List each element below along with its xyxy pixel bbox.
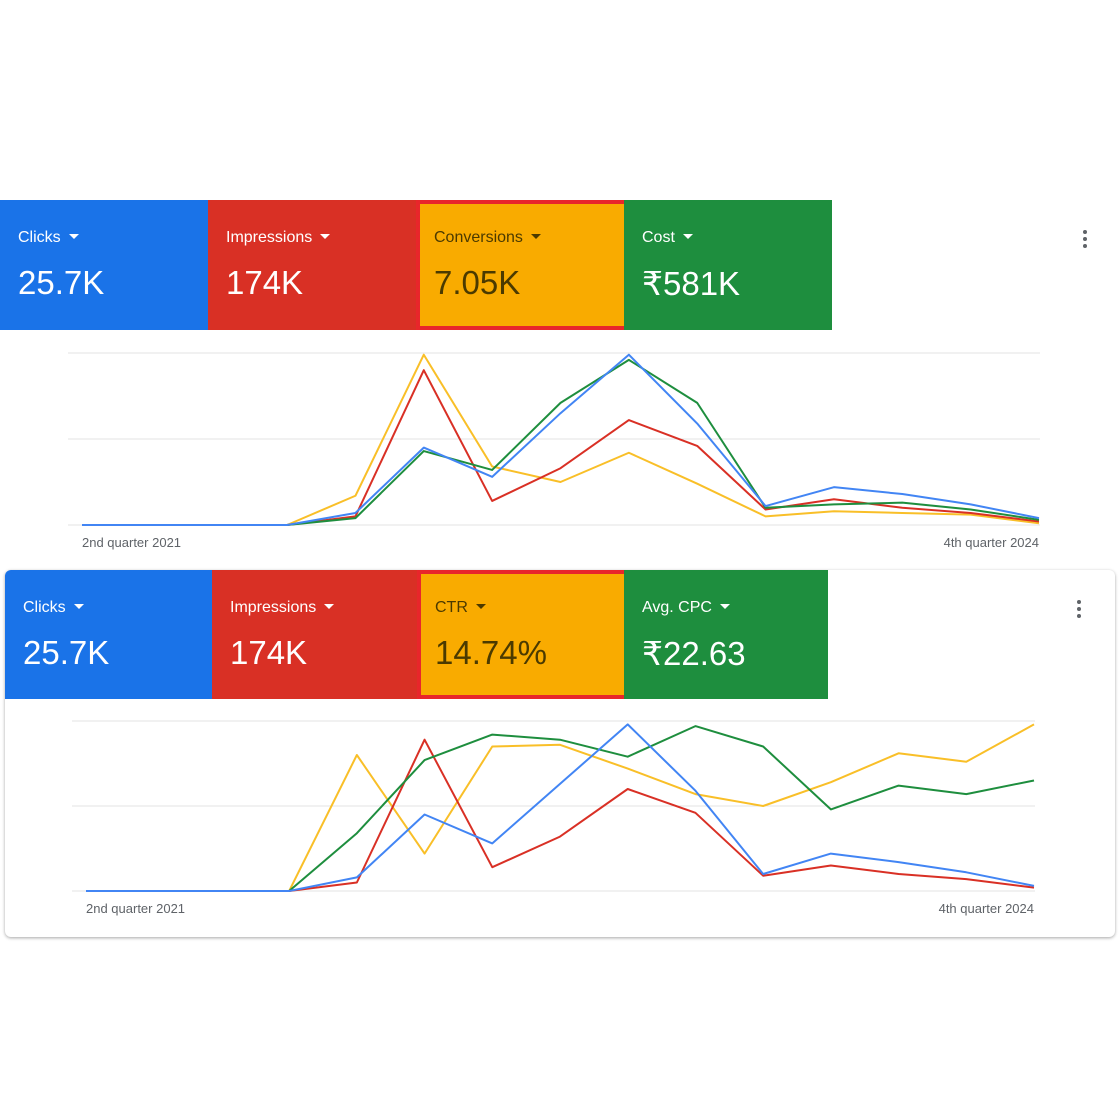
series-line-3 — [86, 725, 1035, 892]
metric-value: 25.7K — [18, 264, 105, 301]
metric-tile-avg-cpc[interactable]: Avg. CPC ₹22.63 — [624, 570, 828, 699]
series-line-4 — [86, 723, 1035, 892]
metric-tile-conversions[interactable]: Conversions 7.05K — [416, 200, 628, 330]
caret-down-icon — [682, 234, 693, 239]
metric-value: 25.7K — [23, 634, 110, 671]
series-line-1 — [82, 353, 1040, 526]
metrics-panel-1: Clicks 25.7K Impressions 174K Conversion… — [0, 200, 1120, 555]
series-line-1 — [86, 723, 1035, 892]
metric-label: CTR — [435, 599, 486, 617]
caret-down-icon — [68, 234, 79, 239]
x-tick-label-start: 2nd quarter 2021 — [86, 901, 185, 916]
metric-tile-ctr[interactable]: CTR 14.74% — [417, 570, 628, 699]
line-chart: 2nd quarter 2021 4th quarter 2024 — [68, 352, 1040, 550]
metric-tile-clicks[interactable]: Clicks 25.7K — [5, 570, 212, 699]
metric-value: ₹22.63 — [642, 635, 746, 672]
series-line-2 — [86, 738, 1035, 892]
metric-tile-impressions[interactable]: Impressions 174K — [208, 200, 416, 330]
metric-label: Avg. CPC — [642, 599, 730, 617]
metric-value: 174K — [226, 264, 304, 301]
metric-label: Clicks — [23, 599, 84, 617]
more-vert-icon[interactable] — [1069, 597, 1089, 621]
caret-down-icon — [719, 604, 730, 609]
metric-tile-clicks[interactable]: Clicks 25.7K — [0, 200, 208, 330]
metric-value: 174K — [230, 634, 308, 671]
metrics-panel-2: Clicks 25.7K Impressions 174K CTR 14.74%… — [5, 570, 1115, 937]
metric-label: Impressions — [226, 229, 331, 247]
more-vert-icon[interactable] — [1075, 227, 1095, 251]
x-tick-label-end: 4th quarter 2024 — [939, 901, 1034, 916]
x-tick-label-end: 4th quarter 2024 — [944, 535, 1039, 550]
metric-label: Clicks — [18, 229, 79, 247]
metric-label: Cost — [642, 229, 693, 247]
series-line-2 — [82, 369, 1040, 526]
line-chart: 2nd quarter 2021 4th quarter 2024 — [72, 720, 1035, 916]
metric-value: 7.05K — [434, 264, 521, 301]
metric-value: 14.74% — [435, 634, 547, 671]
metric-value: ₹581K — [642, 265, 741, 302]
caret-down-icon — [73, 604, 84, 609]
series-line-3 — [82, 358, 1040, 526]
metric-label: Conversions — [434, 229, 541, 247]
x-tick-label-start: 2nd quarter 2021 — [82, 535, 181, 550]
caret-down-icon — [324, 604, 335, 609]
metric-tile-impressions[interactable]: Impressions 174K — [212, 570, 419, 699]
caret-down-icon — [475, 604, 486, 609]
caret-down-icon — [320, 234, 331, 239]
metric-tile-cost[interactable]: Cost ₹581K — [624, 200, 832, 330]
metric-label: Impressions — [230, 599, 335, 617]
caret-down-icon — [530, 234, 541, 239]
series-line-4 — [82, 353, 1040, 526]
